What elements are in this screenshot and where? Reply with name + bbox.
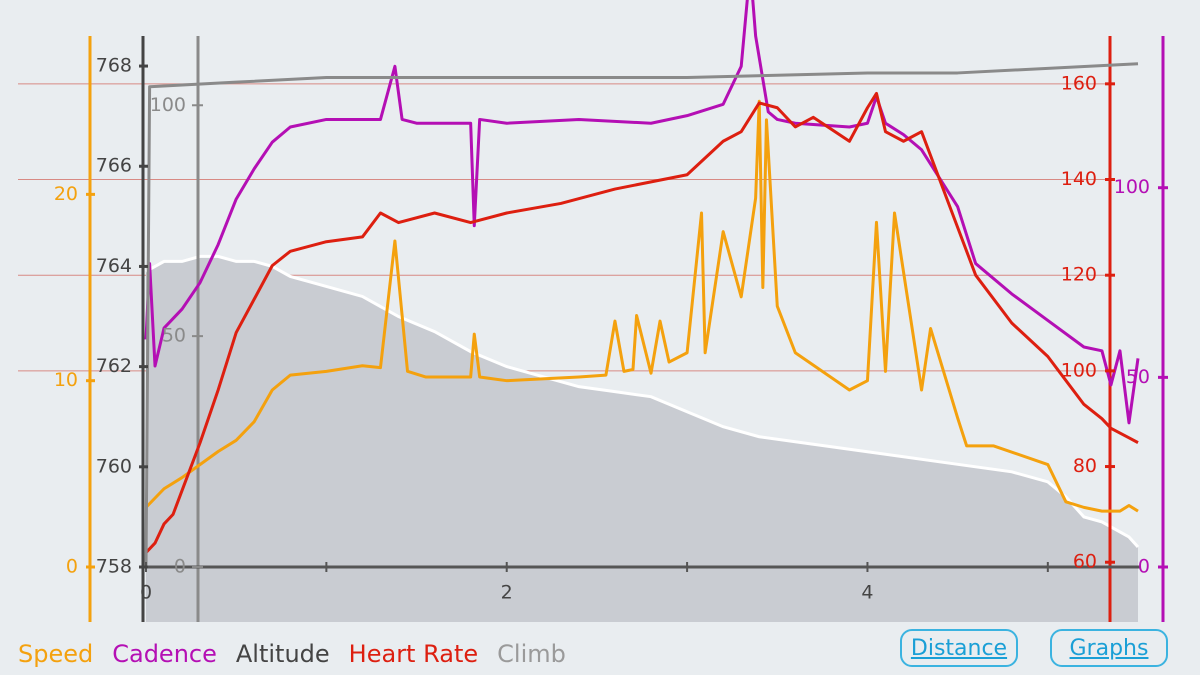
heartrate-tick-label: 120 [1061, 264, 1097, 286]
x-tick-label: 4 [861, 582, 873, 604]
legend-altitude[interactable]: Altitude [235, 640, 330, 668]
altitude-line [145, 254, 1140, 548]
altitude-tick-label: 758 [96, 556, 132, 578]
climb-tick-label: 100 [150, 94, 186, 116]
speed-tick-label: 10 [54, 369, 78, 391]
heartrate-tick-label: 80 [1073, 455, 1097, 477]
series-speed [144, 99, 1139, 513]
legend-speed[interactable]: Speed [18, 640, 94, 668]
speed-tick-label: 0 [66, 556, 78, 578]
distance-button[interactable]: Distance [900, 629, 1018, 667]
series-climb [144, 62, 1139, 568]
series-heartrate [144, 91, 1139, 554]
legend-heart-rate[interactable]: Heart Rate [348, 640, 479, 668]
heartrate-tick-label: 140 [1061, 168, 1097, 190]
altitude-tick-label: 764 [96, 255, 132, 277]
climb-tick-label: 0 [174, 556, 186, 578]
legend: Speed Cadence Altitude Heart Rate Climb [18, 640, 566, 668]
series-cadence [144, 0, 1140, 425]
heartrate-tick-label: 160 [1061, 72, 1097, 94]
climb-tick-label: 50 [162, 325, 186, 347]
cadence-tick-label: 0 [1138, 556, 1150, 578]
heartrate-tick-label: 100 [1061, 359, 1097, 381]
legend-cadence[interactable]: Cadence [112, 640, 217, 668]
altitude-tick-label: 768 [96, 55, 132, 77]
altitude-tick-label: 766 [96, 155, 132, 177]
speed-tick-label: 20 [54, 183, 78, 205]
altitude-area [146, 256, 1138, 622]
cadence-tick-label: 100 [1114, 176, 1150, 198]
x-tick-label: 2 [501, 582, 513, 604]
cadence-tick-label: 50 [1126, 366, 1150, 388]
graphs-button[interactable]: Graphs [1050, 629, 1168, 667]
altitude-tick-label: 762 [96, 355, 132, 377]
heartrate-tick-label: 60 [1073, 551, 1097, 573]
altitude-tick-label: 760 [96, 455, 132, 477]
legend-climb[interactable]: Climb [497, 640, 566, 668]
x-tick-label: 0 [140, 582, 152, 604]
chart: 0 2 4 0 10 20 758 760 762 764 766 768 0 50 100 60 80 100 1… [18, 0, 1168, 622]
